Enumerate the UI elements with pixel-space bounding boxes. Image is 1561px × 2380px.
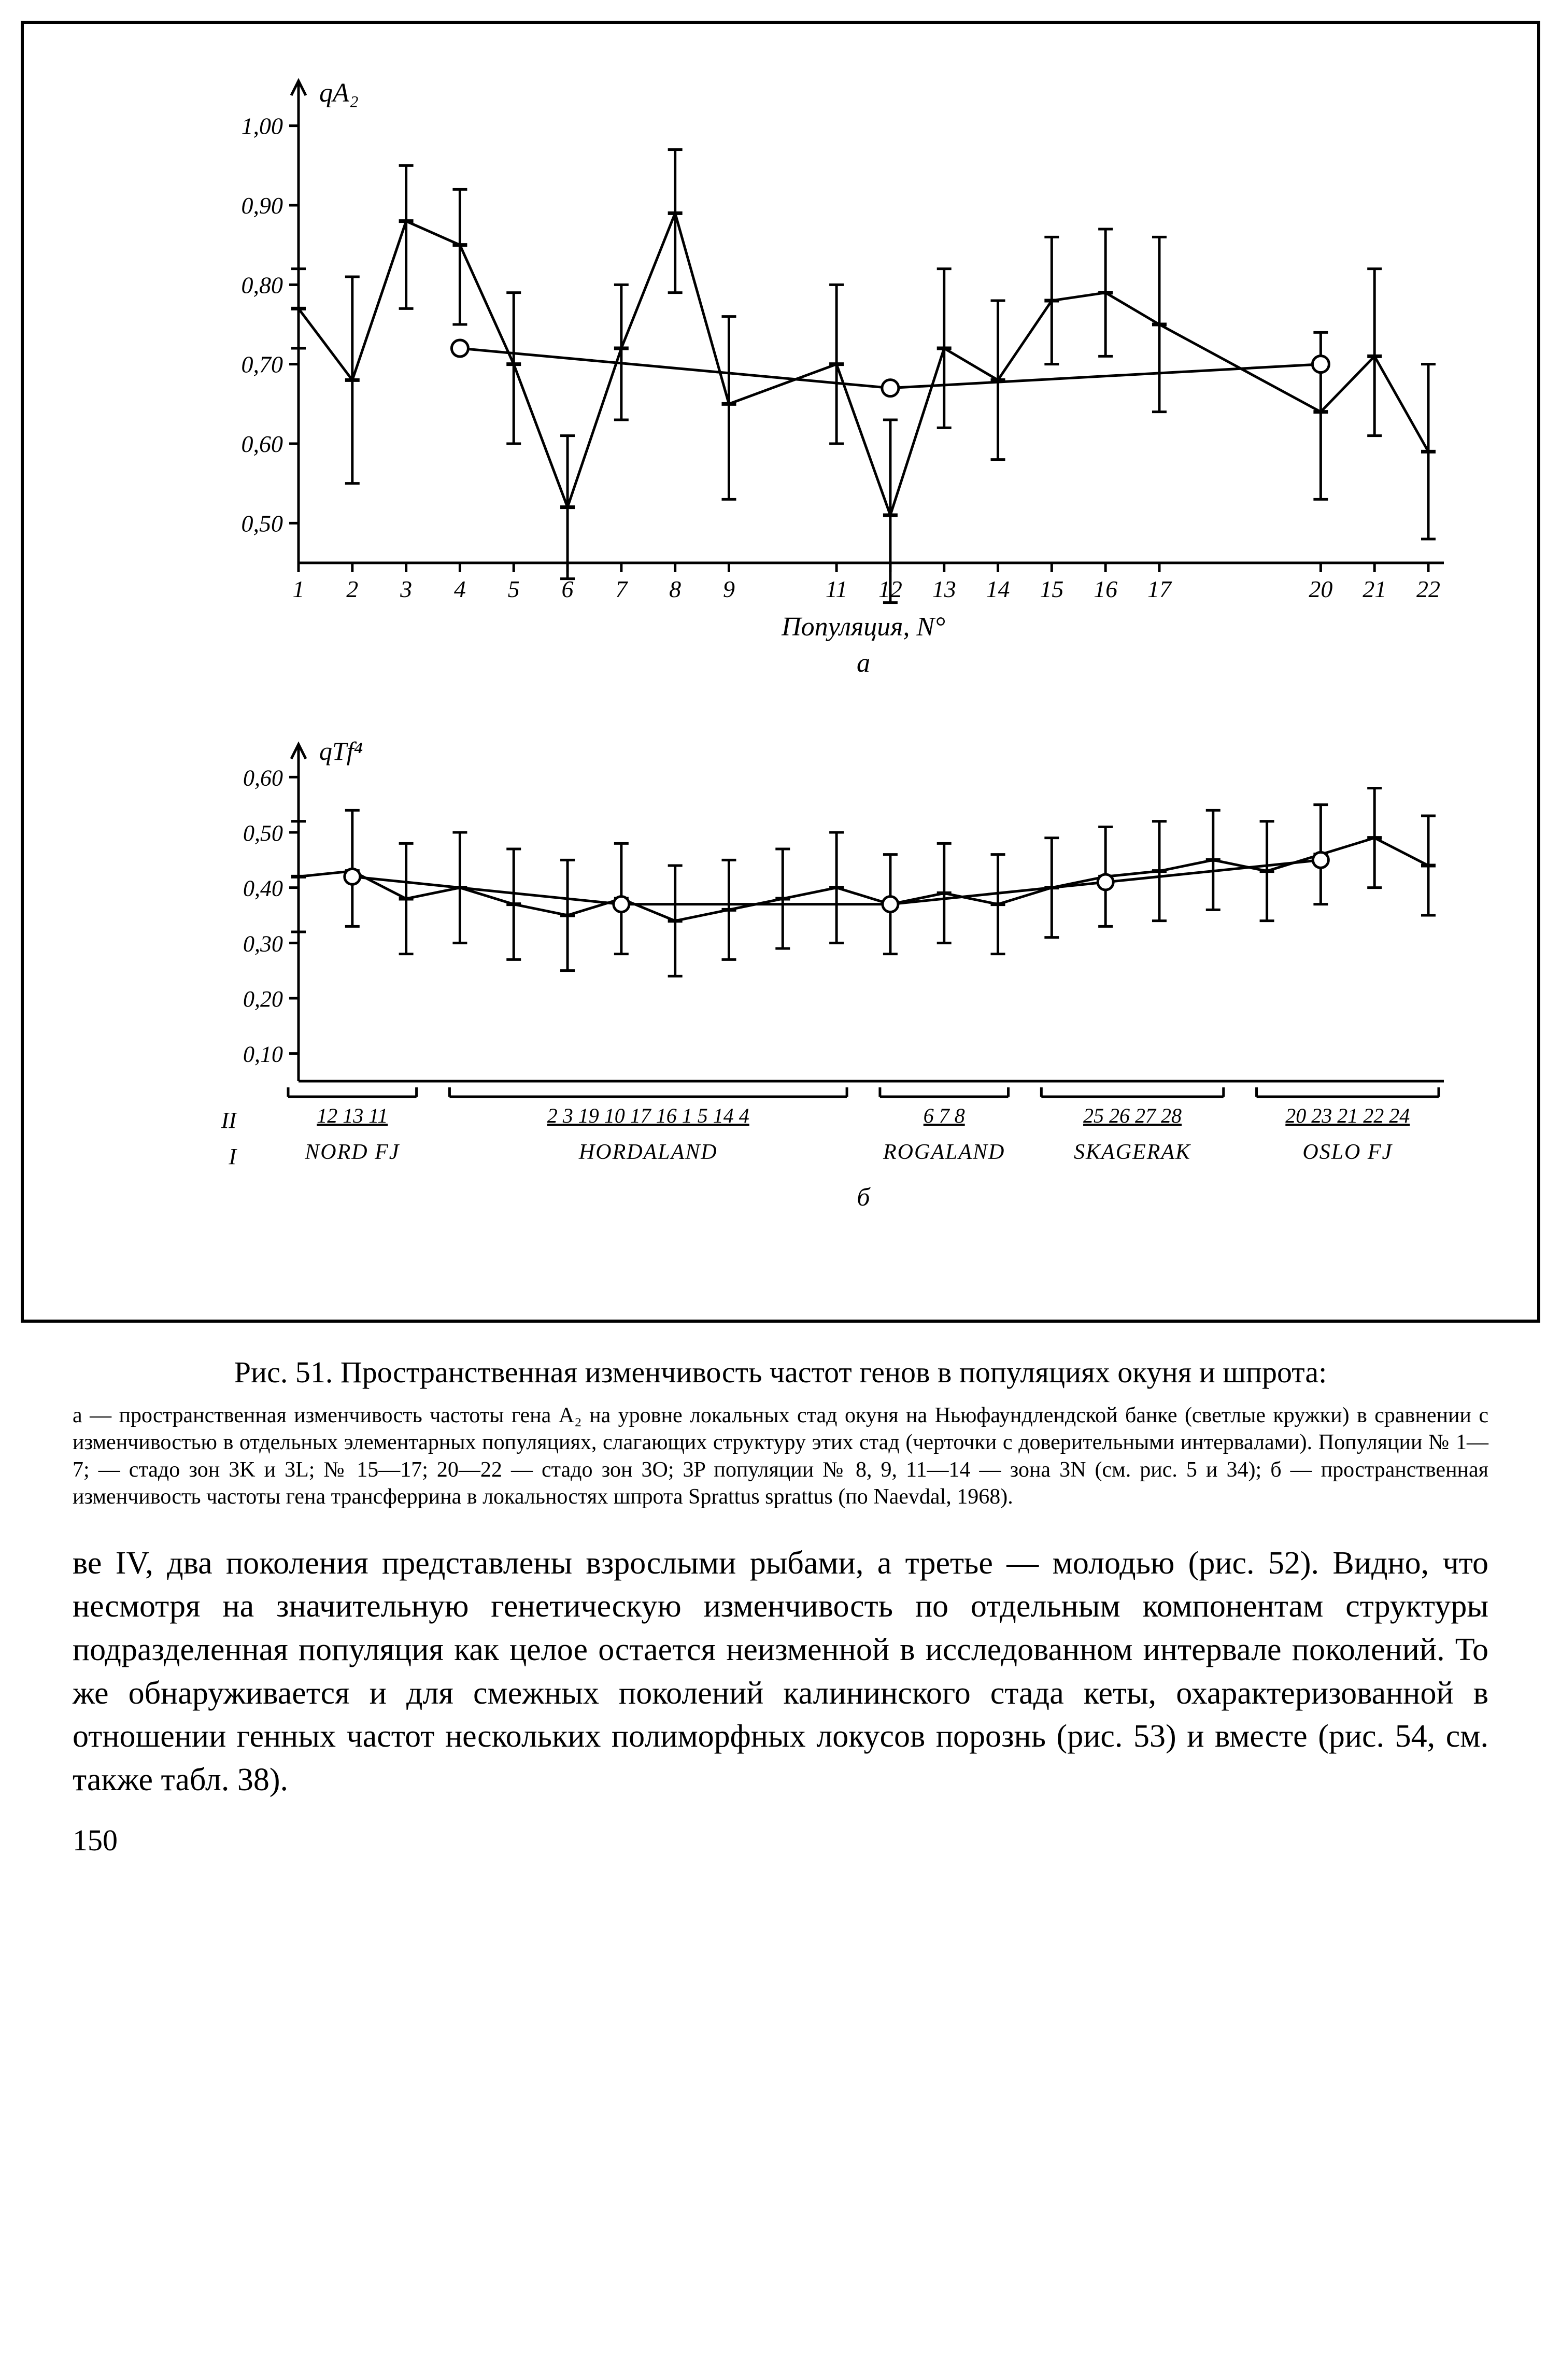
svg-text:qA₂: qA₂ (319, 78, 359, 108)
svg-text:1: 1 (293, 576, 305, 602)
svg-text:0,40: 0,40 (243, 876, 283, 901)
svg-text:20 23 21 22 24: 20 23 21 22 24 (1285, 1104, 1410, 1127)
svg-text:6 7 8: 6 7 8 (924, 1104, 965, 1127)
svg-text:12 13 11: 12 13 11 (317, 1104, 388, 1127)
figure-caption-body: a — пространственная изменчивость частот… (73, 1402, 1488, 1511)
svg-text:9: 9 (723, 576, 735, 602)
svg-text:20: 20 (1309, 576, 1332, 602)
svg-text:0,30: 0,30 (243, 931, 283, 956)
svg-text:NORD FJ: NORD FJ (304, 1140, 400, 1164)
svg-text:25 26 27 28: 25 26 27 28 (1083, 1104, 1182, 1127)
svg-text:5: 5 (508, 576, 520, 602)
svg-text:II: II (221, 1108, 238, 1133)
svg-text:б: б (857, 1182, 871, 1211)
svg-text:SKAGERAK: SKAGERAK (1074, 1140, 1191, 1164)
svg-text:2 3 19 10 17 16 1 5 14 4: 2 3 19 10 17 16 1 5 14 4 (547, 1104, 749, 1127)
svg-text:0,90: 0,90 (242, 192, 283, 219)
svg-text:I: I (228, 1144, 237, 1169)
figure-frame: 0,500,600,700,800,901,00qA₂1234567891112… (21, 21, 1540, 1323)
svg-text:0,20: 0,20 (243, 986, 283, 1012)
svg-text:HORDALAND: HORDALAND (578, 1140, 718, 1164)
svg-text:0,80: 0,80 (242, 272, 283, 298)
svg-text:0,60: 0,60 (242, 431, 283, 457)
svg-text:4: 4 (454, 576, 466, 602)
svg-text:0,10: 0,10 (243, 1042, 283, 1067)
svg-text:0,50: 0,50 (242, 510, 283, 536)
svg-text:16: 16 (1094, 576, 1117, 602)
svg-text:qTf⁴: qTf⁴ (319, 736, 363, 766)
svg-text:3: 3 (400, 576, 412, 602)
svg-text:0,70: 0,70 (242, 351, 283, 378)
svg-text:2: 2 (346, 576, 358, 602)
page-number: 150 (73, 1823, 1540, 1858)
svg-text:1,00: 1,00 (242, 113, 283, 139)
svg-text:14: 14 (986, 576, 1010, 602)
svg-text:13: 13 (932, 576, 956, 602)
svg-text:0,50: 0,50 (243, 820, 283, 846)
svg-text:17: 17 (1147, 576, 1172, 602)
svg-text:0,60: 0,60 (243, 765, 283, 790)
chart-a: 0,500,600,700,800,901,00qA₂1234567891112… (81, 55, 1480, 729)
svg-text:21: 21 (1363, 576, 1386, 602)
svg-text:22: 22 (1416, 576, 1440, 602)
body-paragraph: ве IV, два поколения представлены взросл… (73, 1542, 1488, 1802)
svg-text:ROGALAND: ROGALAND (883, 1140, 1005, 1164)
svg-text:7: 7 (615, 576, 628, 602)
svg-text:OSLO FJ: OSLO FJ (1302, 1140, 1393, 1164)
svg-text:15: 15 (1040, 576, 1063, 602)
figure-caption-title: Рис. 51. Пространственная изменчивость ч… (83, 1354, 1478, 1392)
svg-text:8: 8 (669, 576, 681, 602)
chart-b: 0,100,200,300,400,500,60qTf⁴III12 13 11N… (81, 729, 1480, 1299)
svg-text:a: a (857, 648, 870, 678)
svg-text:Популяция, N°: Популяция, N° (781, 612, 945, 642)
svg-text:11: 11 (826, 576, 848, 602)
